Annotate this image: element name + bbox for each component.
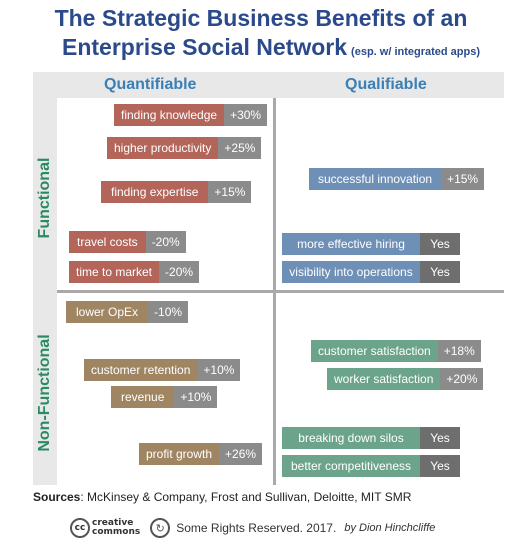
benefit-travel-costs: travel costs -20% — [69, 231, 186, 253]
benefit-value: +25% — [218, 137, 262, 159]
benefit-lower-opex: lower OpEx -10% — [66, 301, 189, 323]
benefit-customer-satisfaction: customer satisfaction +18% — [311, 340, 481, 362]
benefit-value: -20% — [145, 231, 186, 253]
benefit-label: higher productivity — [107, 137, 219, 159]
sources-text: : McKinsey & Company, Frost and Sullivan… — [80, 490, 412, 504]
cc-text-top: creative — [92, 518, 134, 528]
benefit-value: -10% — [148, 301, 189, 323]
benefit-breaking-down-silos: breaking down silos Yes — [282, 427, 460, 449]
benefit-customer-retention: customer retention +10% — [84, 359, 241, 381]
column-header-quantifiable: Quantifiable — [104, 76, 197, 93]
benefit-value: Yes — [420, 233, 460, 255]
benefit-label: customer satisfaction — [311, 340, 438, 362]
benefit-value: -20% — [159, 261, 200, 283]
some-rights-reserved-icon: ↻ — [150, 518, 171, 538]
horizontal-divider — [57, 290, 504, 293]
cc-icon: cc — [70, 518, 90, 538]
benefit-label: finding knowledge — [114, 104, 225, 126]
benefit-label: successful innovation — [309, 168, 442, 190]
benefit-finding-knowledge: finding knowledge +30% — [114, 104, 268, 126]
sources-line: Sources: McKinsey & Company, Frost and S… — [33, 490, 411, 504]
benefit-label: time to market — [69, 261, 160, 283]
benefit-value: Yes — [420, 455, 460, 477]
cc-text-bottom: commons — [92, 527, 141, 537]
license-footer: cc creative commons ↻ Some Rights Reserv… — [70, 516, 435, 540]
benefit-value: +18% — [437, 340, 481, 362]
column-header-qualifiable: Qualifiable — [345, 76, 427, 93]
benefit-value: +30% — [224, 104, 268, 126]
row-header-functional: Functional — [36, 157, 53, 239]
benefit-label: lower OpEx — [66, 301, 149, 323]
benefit-value: +20% — [440, 368, 484, 390]
benefit-better-competitiveness: better competitiveness Yes — [282, 455, 460, 477]
benefit-more-effective-hiring: more effective hiring Yes — [282, 233, 460, 255]
row-header-non-functional: Non-Functional — [36, 334, 53, 452]
benefit-visibility-into-operations: visibility into operations Yes — [282, 261, 460, 283]
benefit-label: travel costs — [69, 231, 146, 253]
benefit-label: more effective hiring — [282, 233, 420, 255]
benefit-value: +10% — [197, 359, 241, 381]
benefit-label: customer retention — [84, 359, 198, 381]
benefit-label: breaking down silos — [282, 427, 420, 449]
benefit-label: revenue — [111, 386, 175, 408]
sources-label: Sources — [33, 490, 81, 504]
benefit-revenue: revenue +10% — [111, 386, 218, 408]
benefit-label: better competitiveness — [282, 455, 420, 477]
benefit-value: +10% — [174, 386, 218, 408]
benefit-higher-productivity: higher productivity +25% — [107, 137, 262, 159]
benefit-label: profit growth — [139, 443, 220, 465]
benefit-label: finding expertise — [101, 181, 209, 203]
benefit-label: worker satisfaction — [327, 368, 441, 390]
page-title-line2: Enterprise Social Network (esp. w/ integr… — [62, 33, 480, 66]
benefit-finding-expertise: finding expertise +15% — [101, 181, 252, 203]
benefit-successful-innovation: successful innovation +15% — [309, 168, 485, 190]
benefit-value: +26% — [219, 443, 263, 465]
benefit-value: Yes — [420, 261, 460, 283]
author-credit: by Dion Hinchcliffe — [344, 522, 436, 534]
page-title-line1: The Strategic Business Benefits of an — [54, 5, 468, 31]
benefit-profit-growth: profit growth +26% — [139, 443, 263, 465]
benefit-label: visibility into operations — [282, 261, 420, 283]
benefit-value: Yes — [420, 427, 460, 449]
creative-commons-logo: cc creative commons — [70, 518, 140, 538]
benefit-value: +15% — [441, 168, 485, 190]
benefit-value: +15% — [208, 181, 252, 203]
page-title-subtitle: (esp. w/ integrated apps) — [351, 46, 481, 58]
benefit-time-to-market: time to market -20% — [69, 261, 200, 283]
page-title-main: Enterprise Social Network — [62, 34, 348, 60]
rights-text: Some Rights Reserved. 2017. — [176, 521, 337, 535]
benefit-worker-satisfaction: worker satisfaction +20% — [327, 368, 484, 390]
